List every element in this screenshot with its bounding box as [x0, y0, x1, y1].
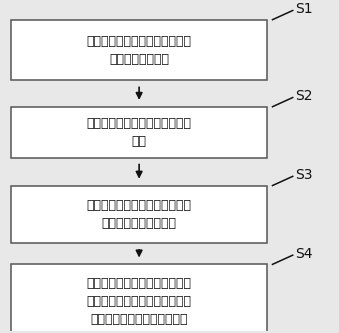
Bar: [11, 20, 267, 81]
Text: 在基板表面依次沉积一层空穴注
入层和空穴传输层: 在基板表面依次沉积一层空穴注 入层和空穴传输层: [87, 35, 192, 66]
Text: S3: S3: [295, 168, 313, 182]
Text: 在量子点发光层表面依次沉积电
子传输层和电子注入层: 在量子点发光层表面依次沉积电 子传输层和电子注入层: [87, 199, 192, 230]
Bar: [11, 107, 267, 158]
Bar: [11, 264, 267, 333]
Text: 在空穴传输层表面沉积量子点发
光层: 在空穴传输层表面沉积量子点发 光层: [87, 117, 192, 148]
Text: S2: S2: [295, 89, 313, 103]
Bar: [11, 185, 267, 243]
Text: 将沉积完各功能层的基板上制作
阴极，其中，所述阴极包含一层
用于增大功函数的界面修饰层: 将沉积完各功能层的基板上制作 阴极，其中，所述阴极包含一层 用于增大功函数的界面…: [87, 277, 192, 326]
Text: S4: S4: [295, 247, 313, 261]
Text: S1: S1: [295, 2, 313, 16]
